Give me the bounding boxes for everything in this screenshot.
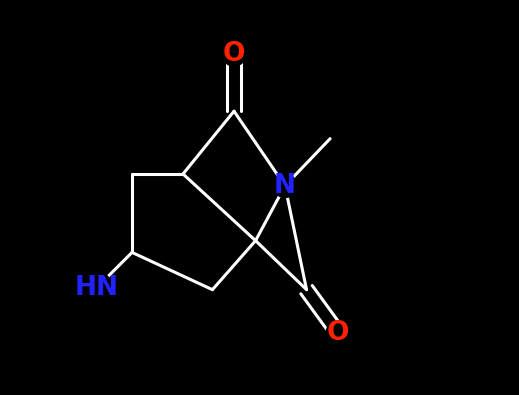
Text: HN: HN	[75, 275, 119, 301]
Text: N: N	[274, 173, 296, 199]
Circle shape	[222, 43, 246, 66]
Text: O: O	[326, 320, 349, 346]
Circle shape	[326, 321, 350, 344]
Circle shape	[273, 174, 297, 198]
Circle shape	[81, 272, 113, 303]
Text: O: O	[223, 41, 245, 67]
